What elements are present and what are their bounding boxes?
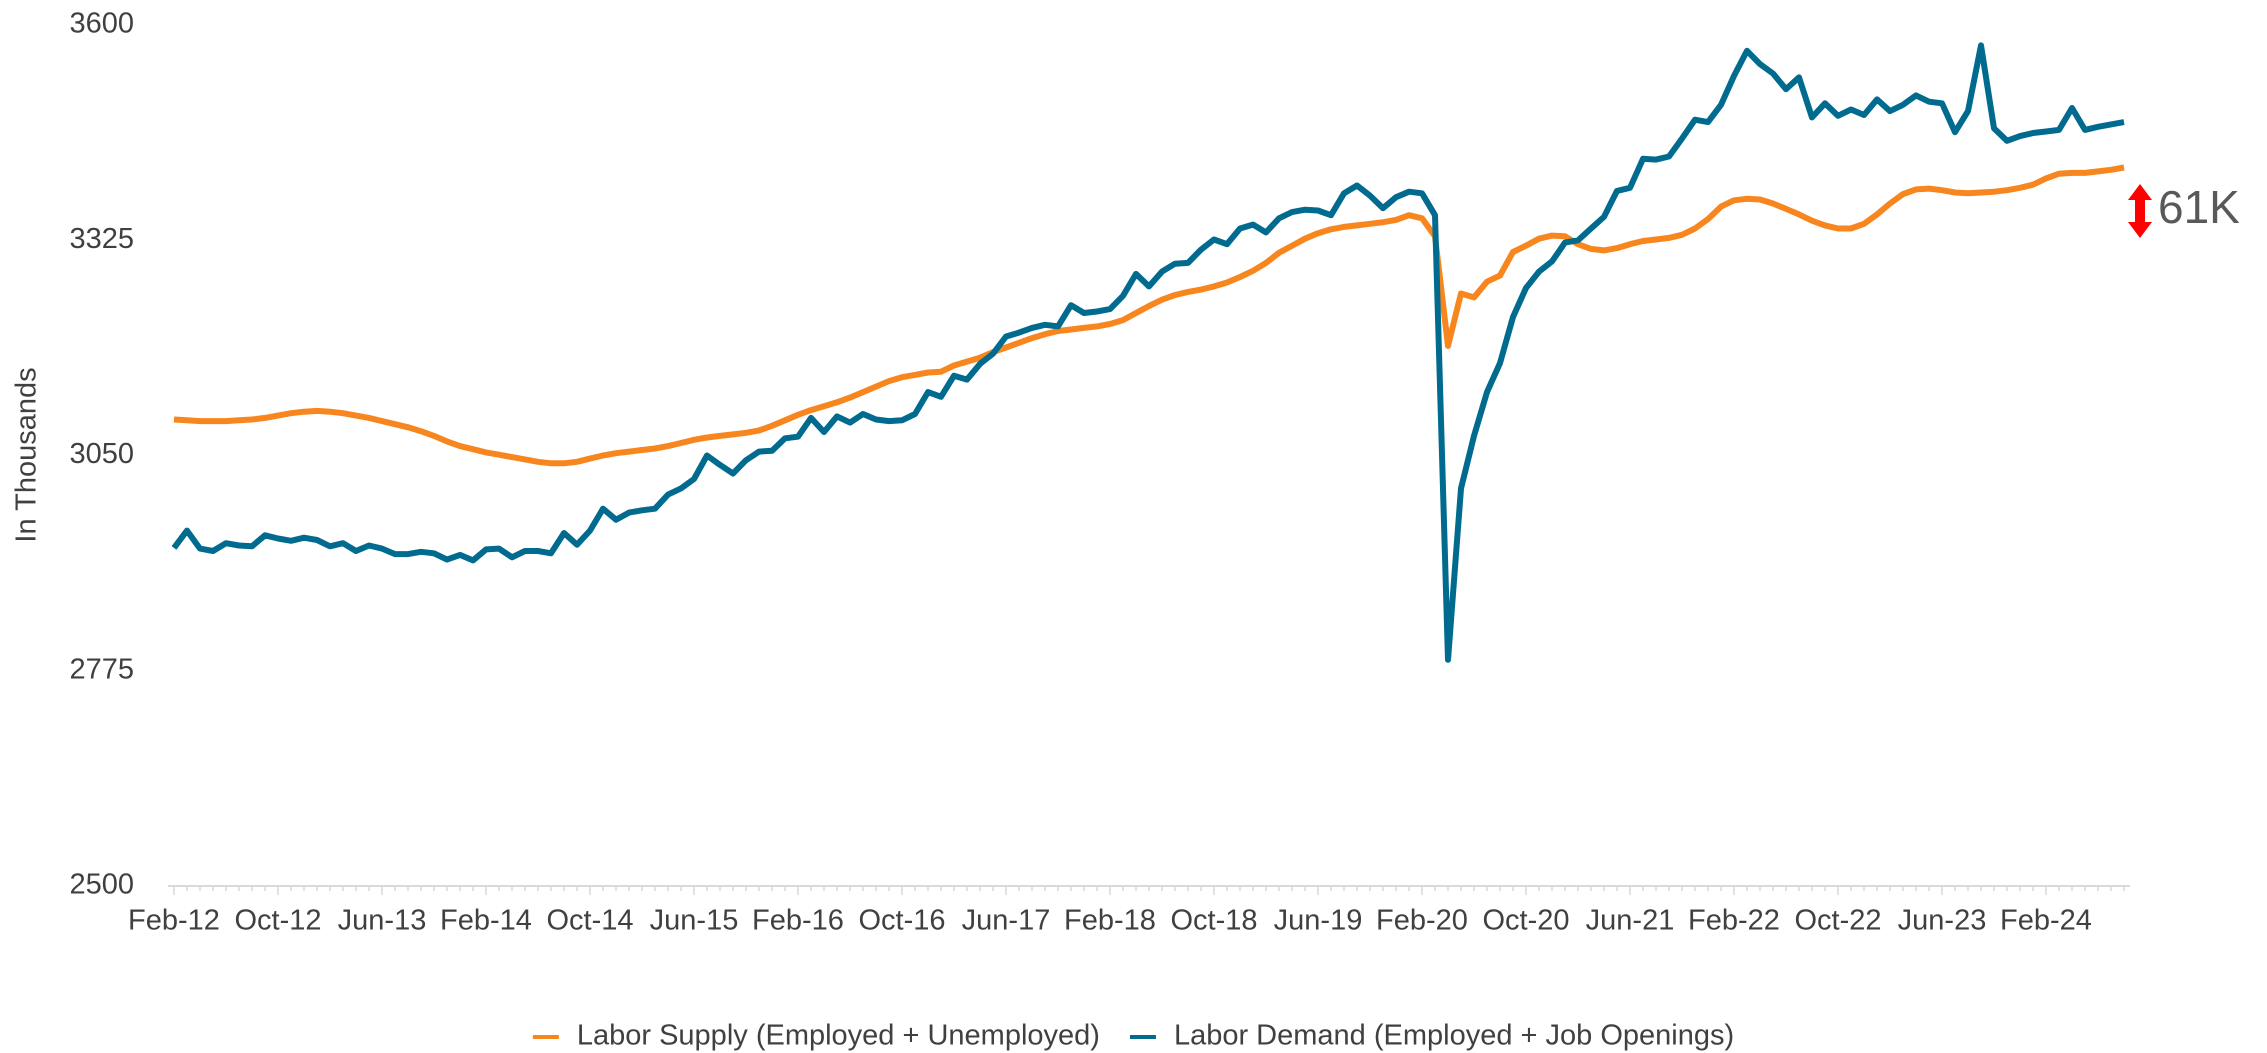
y-tick-label: 3325 — [69, 223, 134, 255]
x-tick-label: Oct-12 — [234, 905, 321, 937]
gap-arrow — [2128, 184, 2152, 238]
x-tick-label: Oct-22 — [1794, 905, 1881, 937]
y-tick-label: 2500 — [69, 869, 134, 901]
y-axis-title: In Thousands — [11, 367, 43, 542]
x-tick-label: Feb-16 — [752, 905, 844, 937]
x-tick-label: Jun-23 — [1898, 905, 1987, 937]
x-tick-label: Feb-18 — [1064, 905, 1156, 937]
x-tick-label: Oct-14 — [546, 905, 633, 937]
y-tick-label: 2775 — [69, 653, 134, 685]
x-tick-label: Jun-21 — [1586, 905, 1675, 937]
x-tick-label: Oct-18 — [1170, 905, 1257, 937]
x-tick-label: Feb-14 — [440, 905, 532, 937]
y-tick-label: 3600 — [69, 8, 134, 40]
x-tick-label: Jun-15 — [650, 905, 739, 937]
x-tick-label: Feb-12 — [128, 905, 220, 937]
series-line — [171, 42, 2125, 663]
series-line — [173, 164, 2125, 467]
x-tick-label: Jun-13 — [338, 905, 427, 937]
x-tick-label: Feb-20 — [1376, 905, 1468, 937]
y-tick-label: 3050 — [69, 438, 134, 470]
x-tick-label: Oct-20 — [1482, 905, 1569, 937]
x-tick-label: Feb-22 — [1688, 905, 1780, 937]
legend-label: Labor Demand (Employed + Job Openings) — [1174, 1020, 1734, 1052]
x-tick-label: Oct-16 — [858, 905, 945, 937]
legend-label: Labor Supply (Employed + Unemployed) — [577, 1020, 1100, 1052]
x-tick-label: Feb-24 — [2000, 905, 2092, 937]
x-tick-label: Jun-17 — [962, 905, 1051, 937]
x-tick-label: Jun-19 — [1274, 905, 1363, 937]
annotation: 61K — [2158, 181, 2240, 233]
